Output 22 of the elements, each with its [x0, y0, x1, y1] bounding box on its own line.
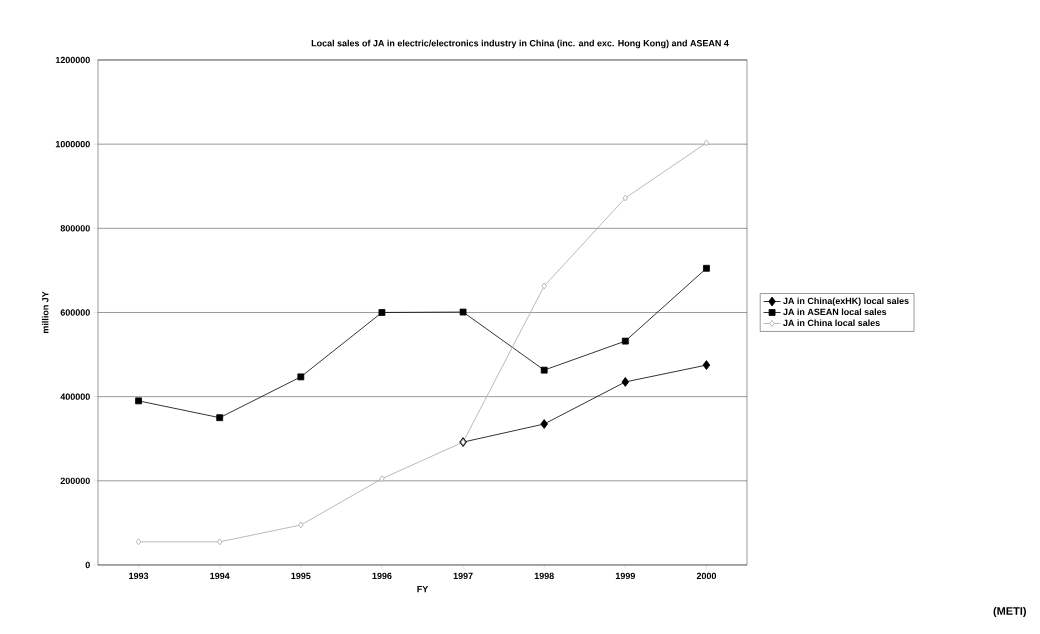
- x-tick-label: 1998: [534, 572, 554, 580]
- x-tick-label: 1999: [615, 572, 635, 580]
- y-tick-label: 200000: [60, 477, 90, 484]
- x-axis-title: FY: [417, 585, 429, 593]
- x-tick-label: 2000: [696, 572, 717, 580]
- x-tick-label: 1995: [291, 572, 311, 580]
- legend-label: JA in China(exHK) local sales: [783, 297, 909, 306]
- y-tick-label: 800000: [60, 225, 90, 232]
- y-tick-label: 1000000: [55, 140, 90, 148]
- y-tick-label: 1200000: [55, 56, 90, 64]
- x-tick-label: 1993: [129, 572, 149, 580]
- y-tick-label: 0: [85, 561, 90, 569]
- legend-label: JA in ASEAN local sales: [783, 308, 887, 316]
- y-tick-label: 600000: [60, 309, 90, 316]
- legend-label: JA in China local sales: [783, 319, 880, 327]
- x-tick-label: 1994: [210, 572, 230, 580]
- chart-title: Local sales of JA in electric/electronics industry in China (inc. and exc. Hong Kong) and ASEAN 4: [311, 39, 729, 49]
- y-tick-label: 400000: [60, 393, 90, 400]
- y-axis-title: million JY: [41, 291, 49, 334]
- text: (METI): [993, 606, 1026, 618]
- x-tick-label: 1996: [372, 572, 392, 580]
- x-tick-label: 1997: [453, 572, 473, 580]
